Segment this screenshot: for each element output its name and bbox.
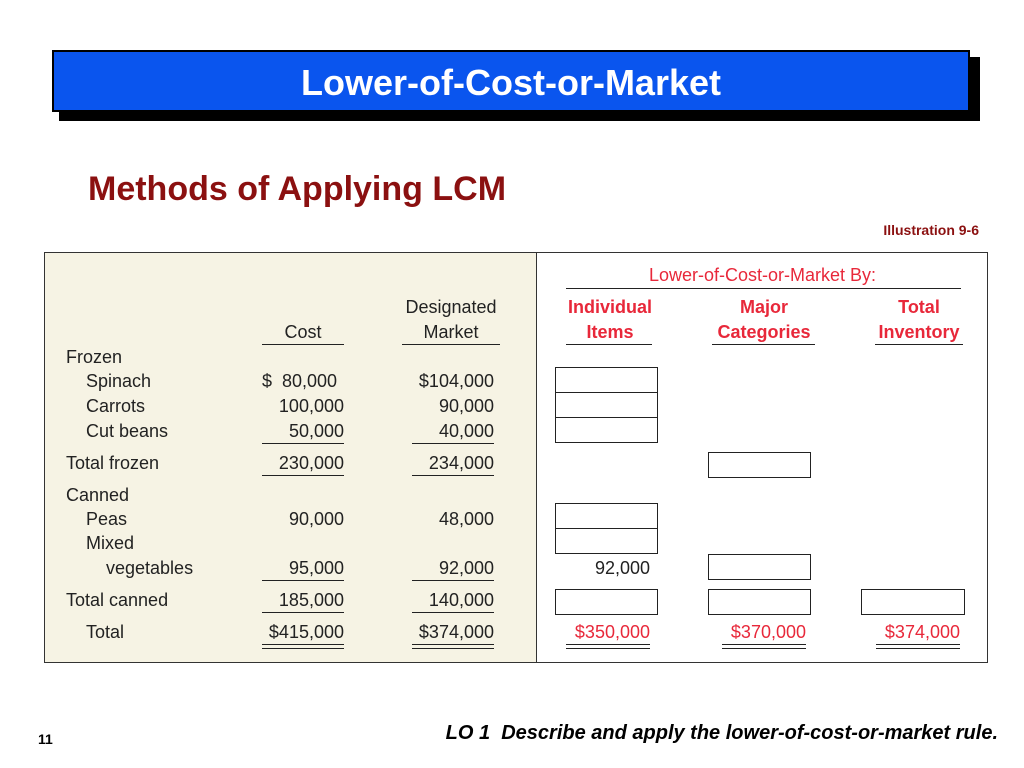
row-total-individual: $350,000 bbox=[574, 622, 650, 642]
slide-subtitle: Methods of Applying LCM bbox=[88, 170, 507, 208]
total-frozen-cost-underline bbox=[262, 475, 344, 476]
major-header-underline bbox=[712, 344, 815, 345]
row-peas-label: Peas bbox=[86, 509, 128, 529]
total-inventory-double-underline-2 bbox=[876, 648, 960, 649]
vegetables-cost-underline bbox=[262, 580, 344, 581]
table-left-panel bbox=[44, 252, 536, 663]
page-number: 11 bbox=[38, 731, 53, 747]
row-mixed-label: Mixed bbox=[86, 533, 135, 553]
row-carrots-cost: 100,000 bbox=[278, 396, 344, 416]
answer-box-cut-beans-individual bbox=[555, 417, 658, 443]
col-header-market-1: Designated bbox=[405, 297, 497, 317]
answer-box-total-frozen-major bbox=[708, 452, 811, 478]
answer-box-total-canned-inventory bbox=[861, 589, 965, 615]
total-market-double-underline-1 bbox=[412, 644, 494, 645]
row-total-label: Total bbox=[86, 622, 125, 642]
section-frozen: Frozen bbox=[66, 347, 123, 367]
group-header-underline bbox=[566, 288, 961, 289]
illustration-label: Illustration 9-6 bbox=[883, 222, 979, 238]
cut-beans-cost-underline bbox=[262, 443, 344, 444]
row-vegetables-market: 92,000 bbox=[438, 558, 494, 578]
row-total-canned-label: Total canned bbox=[66, 590, 169, 610]
row-peas-market: 48,000 bbox=[438, 509, 494, 529]
col-header-individual-1: Individual bbox=[567, 297, 652, 317]
col-header-major-2: Categories bbox=[717, 322, 811, 342]
answer-box-total-canned-individual bbox=[555, 589, 658, 615]
col-header-cost: Cost bbox=[284, 322, 322, 342]
row-total-frozen-cost: 230,000 bbox=[278, 453, 344, 473]
row-cut-beans-market: 40,000 bbox=[438, 421, 494, 441]
row-vegetables-cost: 95,000 bbox=[288, 558, 344, 578]
row-spinach-label: Spinach bbox=[86, 371, 152, 391]
row-vegetables-individual: 92,000 bbox=[594, 558, 650, 578]
section-canned: Canned bbox=[66, 485, 130, 505]
individual-header-underline bbox=[566, 344, 652, 345]
total-canned-market-underline bbox=[412, 612, 494, 613]
row-total-inventory: $374,000 bbox=[884, 622, 960, 642]
total-major-double-underline-2 bbox=[722, 648, 806, 649]
answer-box-spinach-individual bbox=[555, 367, 658, 393]
total-market-double-underline-2 bbox=[412, 648, 494, 649]
row-total-market: $374,000 bbox=[418, 622, 494, 642]
vegetables-market-underline bbox=[412, 580, 494, 581]
total-major-double-underline-1 bbox=[722, 644, 806, 645]
row-total-frozen-market: 234,000 bbox=[428, 453, 494, 473]
row-spinach-cost: $ 80,000 bbox=[262, 371, 338, 391]
row-carrots-market: 90,000 bbox=[438, 396, 494, 416]
col-header-market-2: Market bbox=[423, 322, 479, 342]
market-header-underline bbox=[402, 344, 500, 345]
answer-box-mixed-individual bbox=[555, 528, 658, 554]
learning-objective: LO 1 Describe and apply the lower-of-cos… bbox=[445, 722, 998, 744]
total-cost-double-underline-1 bbox=[262, 644, 344, 645]
row-total-cost: $415,000 bbox=[268, 622, 344, 642]
answer-box-total-canned-major bbox=[708, 589, 811, 615]
row-spinach-market: $104,000 bbox=[418, 371, 494, 391]
answer-box-vegetables-major bbox=[708, 554, 811, 580]
lcm-group-header: Lower-of-Cost-or-Market By: bbox=[648, 265, 877, 285]
total-cost-double-underline-2 bbox=[262, 648, 344, 649]
row-total-canned-cost: 185,000 bbox=[278, 590, 344, 610]
row-cut-beans-cost: 50,000 bbox=[288, 421, 344, 441]
answer-box-peas-individual bbox=[555, 503, 658, 529]
cost-header-underline bbox=[262, 344, 344, 345]
total-inventory-double-underline-1 bbox=[876, 644, 960, 645]
col-header-individual-2: Items bbox=[586, 322, 634, 342]
total-header-underline bbox=[875, 344, 963, 345]
total-individual-double-underline-2 bbox=[566, 648, 650, 649]
col-header-total-2: Inventory bbox=[878, 322, 960, 342]
col-header-major-1: Major bbox=[739, 297, 788, 317]
total-frozen-market-underline bbox=[412, 475, 494, 476]
row-total-frozen-label: Total frozen bbox=[66, 453, 160, 473]
cut-beans-market-underline bbox=[412, 443, 494, 444]
row-peas-cost: 90,000 bbox=[288, 509, 344, 529]
row-vegetables-label: vegetables bbox=[106, 558, 194, 578]
row-total-canned-market: 140,000 bbox=[428, 590, 494, 610]
slide-title: Lower-of-Cost-or-Market bbox=[301, 62, 721, 103]
total-individual-double-underline-1 bbox=[566, 644, 650, 645]
row-carrots-label: Carrots bbox=[86, 396, 146, 416]
col-header-total-1: Total bbox=[898, 297, 940, 317]
answer-box-carrots-individual bbox=[555, 392, 658, 418]
total-canned-cost-underline bbox=[262, 612, 344, 613]
row-cut-beans-label: Cut beans bbox=[86, 421, 169, 441]
row-total-major: $370,000 bbox=[730, 622, 806, 642]
title-banner: Lower-of-Cost-or-Market bbox=[52, 50, 970, 112]
